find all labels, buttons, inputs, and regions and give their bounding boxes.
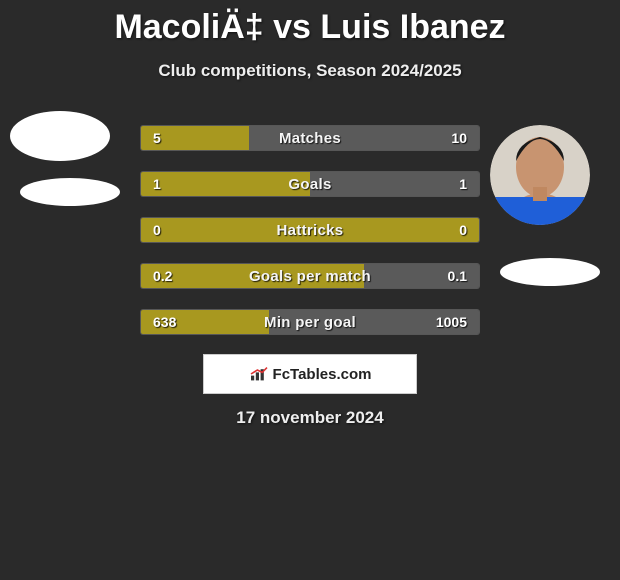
logo-text: FcTables.com — [273, 366, 372, 383]
stats-bars: 5Matches101Goals10Hattricks00.2Goals per… — [140, 125, 480, 355]
date-text: 17 november 2024 — [0, 408, 620, 428]
stat-bar: 1Goals1 — [140, 171, 480, 197]
player-left-avatar — [10, 86, 110, 186]
stat-label: Matches — [141, 126, 479, 150]
stat-value-right: 1005 — [436, 310, 467, 334]
logo-box: FcTables.com — [203, 354, 417, 394]
stat-label: Min per goal — [141, 310, 479, 334]
stat-value-right: 10 — [451, 126, 467, 150]
stat-value-right: 0 — [459, 218, 467, 242]
stat-label: Goals — [141, 172, 479, 196]
stat-bar: 638Min per goal1005 — [140, 309, 480, 335]
stat-value-right: 1 — [459, 172, 467, 196]
stat-label: Goals per match — [141, 264, 479, 288]
player-right-shadow — [500, 258, 600, 286]
page-title: MacoliÄ‡ vs Luis Ibanez — [0, 0, 620, 47]
stat-value-right: 0.1 — [448, 264, 467, 288]
chart-icon — [249, 366, 269, 382]
stat-label: Hattricks — [141, 218, 479, 242]
stat-bar: 0.2Goals per match0.1 — [140, 263, 480, 289]
stat-bar: 0Hattricks0 — [140, 217, 480, 243]
player-left-shadow — [20, 178, 120, 206]
logo: FcTables.com — [249, 366, 372, 383]
stat-bar: 5Matches10 — [140, 125, 480, 151]
player-right-avatar — [490, 125, 590, 225]
page-subtitle: Club competitions, Season 2024/2025 — [0, 61, 620, 81]
